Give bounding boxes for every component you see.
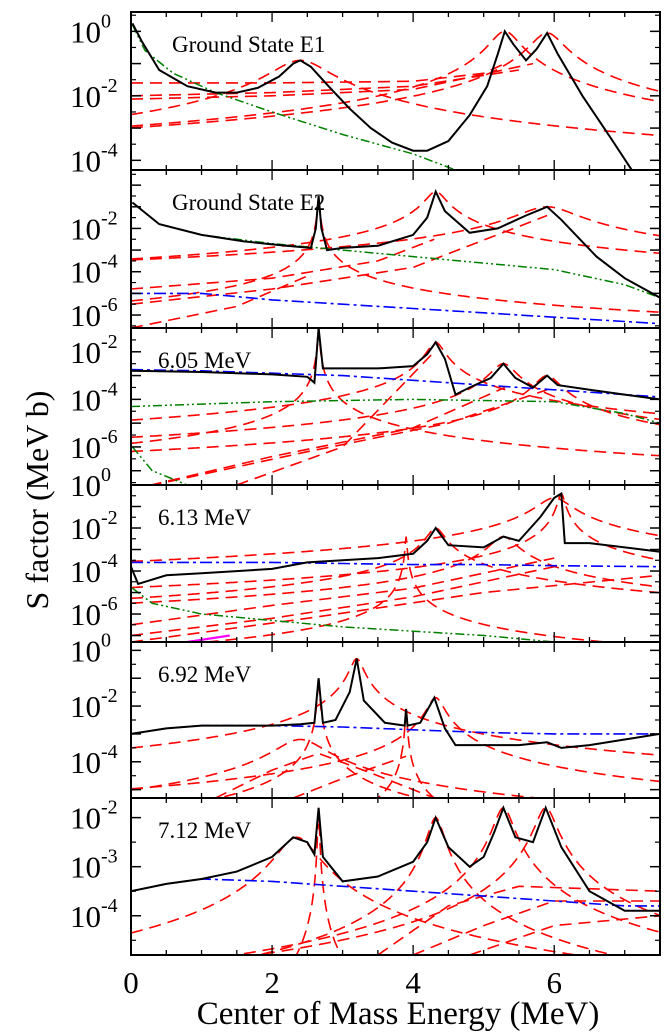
y-tick-label: 10-2 [70, 507, 118, 546]
resonance-curve [131, 374, 660, 453]
x-tick-label: 4 [405, 965, 421, 1000]
x-tick-label: 2 [264, 965, 280, 1000]
x-axis-label: Center of Mass Energy (MeV) [197, 996, 600, 1032]
total-curve [131, 491, 660, 586]
y-tick-label: 10-4 [70, 741, 118, 780]
resonance-curve [131, 190, 660, 260]
y-tick-label: 10-3 [70, 846, 118, 885]
y-tick-label: 10-2 [70, 797, 118, 836]
panel-label: Ground State E1 [172, 32, 325, 57]
resonance-curve [131, 206, 660, 261]
resonance-curve [131, 328, 660, 457]
total-curve [131, 188, 660, 299]
y-tick-label: 10-2 [70, 207, 118, 246]
y-tick-label: 100 [70, 464, 111, 503]
panel-label: 6.13 MeV [158, 505, 252, 530]
panel-6-frame [130, 797, 661, 956]
y-axis-label: S factor (MeV b) [19, 391, 55, 610]
y-tick-label: 100 [70, 629, 111, 668]
resonance-curve [131, 535, 660, 604]
frame-layer [130, 11, 661, 956]
total-curve [131, 328, 660, 401]
resonance-curve [131, 69, 520, 97]
resonance-curve [131, 214, 548, 305]
panel-1-curves [131, 22, 660, 170]
resonance-curve [131, 565, 555, 637]
resonance-curve [131, 574, 660, 642]
resonance-curve [236, 351, 435, 485]
panel-label: 7.12 MeV [158, 818, 252, 843]
resonance-curve [131, 696, 660, 790]
y-tick-label: 10-4 [70, 895, 118, 934]
resonance-curve [215, 678, 422, 798]
resonance-curve [131, 59, 660, 137]
x-tick-label: 0 [123, 965, 139, 1000]
y-tick-label: 10-2 [70, 331, 118, 370]
y-tick-label: 10-4 [70, 550, 118, 589]
resonance-curve [131, 238, 435, 290]
resonance-curve [131, 275, 308, 328]
resonance-curve [131, 32, 660, 129]
panel-label: Ground State E2 [172, 190, 325, 215]
y-tick-label: 10-4 [70, 251, 118, 290]
panel-3-curves [131, 328, 660, 485]
resonance-curve [250, 806, 660, 955]
background-curve [131, 446, 188, 485]
x-tick-label: 6 [546, 965, 562, 1000]
resonance-curve [131, 557, 555, 626]
panel-4-curves [131, 491, 660, 642]
y-tick-label: 10-6 [70, 294, 118, 333]
resonance-curve [376, 708, 436, 798]
total-curve [131, 22, 633, 170]
direct-capture-curve [131, 724, 660, 735]
resonance-curve [215, 752, 435, 798]
y-tick-label: 10-4 [70, 139, 118, 178]
direct-capture-curve [131, 292, 660, 325]
y-tick-label: 10-6 [70, 426, 118, 465]
y-tick-label: 10-2 [70, 75, 118, 114]
panel-5-curves [131, 657, 660, 798]
resonance-curve [131, 62, 534, 100]
panel-2-curves [131, 188, 660, 328]
resonance-curve [149, 389, 548, 485]
label-layer: 100 10-2 10-4 Ground State E1 10-2 10-4 10-6 Gr… [70, 10, 562, 1000]
y-tick-label: 10-2 [70, 685, 118, 724]
direct-capture-curve [131, 561, 660, 568]
resonance-curve [131, 195, 660, 313]
resonance-curve [230, 806, 660, 955]
panel-label: 6.92 MeV [158, 662, 252, 687]
y-tick-label: 10-6 [70, 593, 118, 632]
resonance-curve [469, 915, 660, 955]
y-tick-label: 100 [70, 10, 111, 49]
direct-capture-curve [131, 368, 660, 398]
resonance-curve [131, 362, 660, 439]
extra-curve [187, 634, 230, 642]
resonance-curve [147, 386, 506, 485]
resonance-curve [412, 900, 660, 955]
background-curve [131, 587, 555, 642]
resonance-curve [292, 755, 407, 798]
background-curve [131, 398, 660, 424]
total-curve [131, 805, 660, 912]
total-curve [131, 658, 660, 749]
resonance-curve [131, 527, 660, 600]
y-tick-label: 10-4 [70, 378, 118, 417]
panel-label: 6.05 MeV [158, 348, 252, 373]
